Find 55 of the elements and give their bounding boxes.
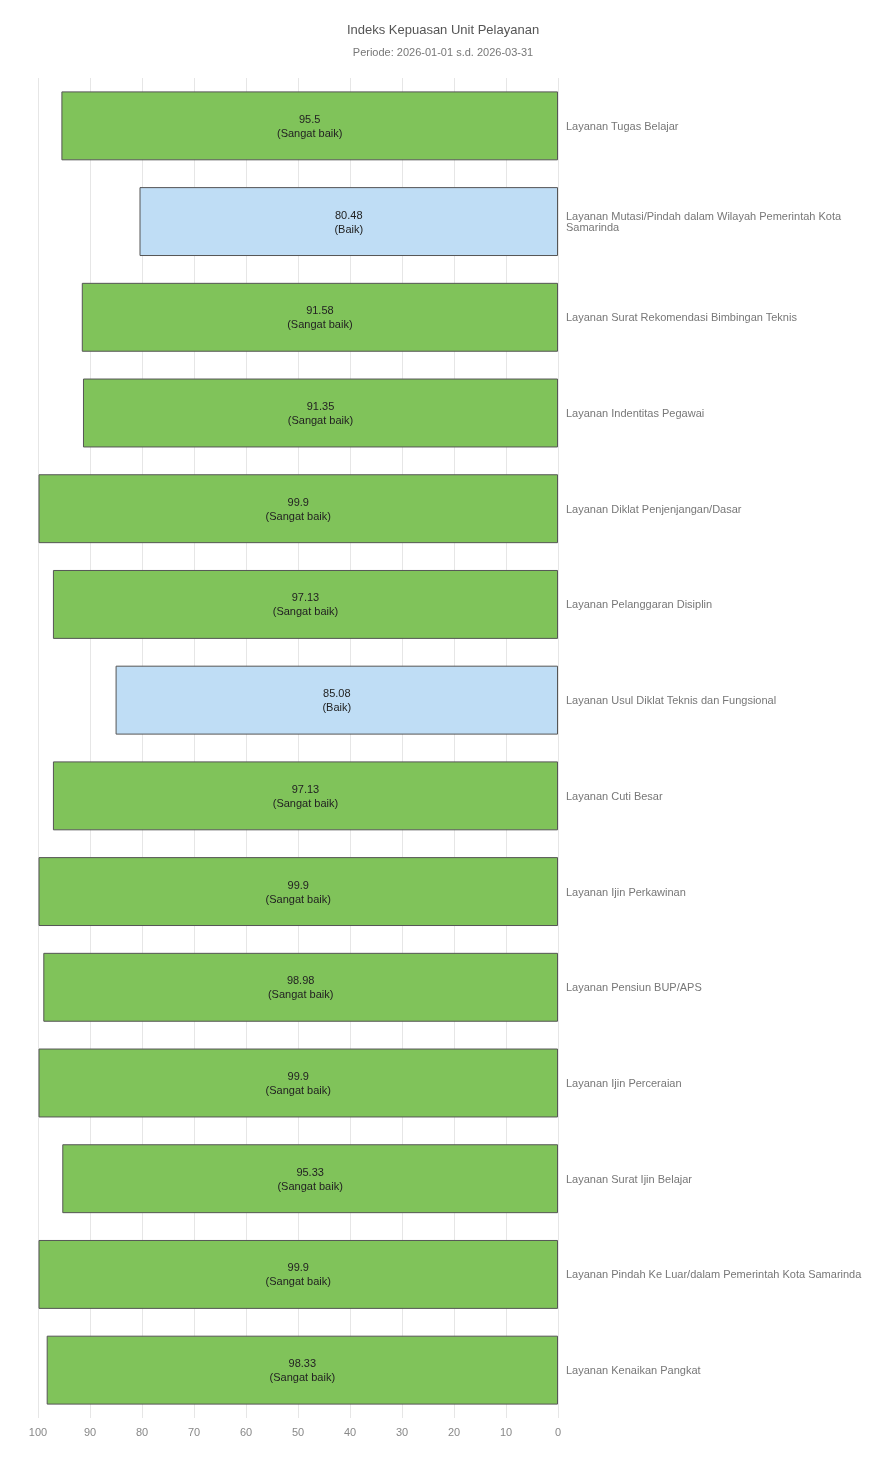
bar <box>52 761 558 831</box>
bar <box>38 1048 558 1118</box>
data-label: 99.9 (Sangat baik) <box>265 1261 331 1288</box>
y-tick-label: Layanan Pensiun BUP/APS <box>566 981 702 994</box>
y-tick-label: Layanan Surat Ijin Belajar <box>566 1172 693 1185</box>
y-tick-label: Layanan Pindah Ke Luar/dalam Pemerintah Kota Samarinda <box>566 1268 863 1281</box>
bar <box>38 1239 558 1309</box>
data-label: 99.9 (Sangat baik) <box>265 1070 331 1096</box>
x-tick-label: 70 <box>187 1425 201 1438</box>
bar <box>139 187 558 257</box>
data-label: 95.5 (Sangat baik) <box>276 112 343 139</box>
bar <box>38 474 558 544</box>
x-tick-label: 50 <box>291 1425 305 1438</box>
x-tick-label: 90 <box>83 1425 97 1438</box>
x-tick-label: 40 <box>343 1425 357 1438</box>
bar <box>62 1144 558 1214</box>
y-tick-label: Layanan Tugas Belajar <box>566 119 679 132</box>
data-label: 97.13 (Sangat baik) <box>272 782 339 809</box>
data-label: 91.58 (Sangat baik) <box>287 304 353 331</box>
x-tick-label: 80 <box>135 1425 149 1438</box>
x-tick-label: 0 <box>554 1425 562 1438</box>
bar <box>81 282 558 352</box>
y-tick-label: Layanan Surat Rekomendasi Bimbingan Teknis <box>566 311 798 324</box>
bar <box>82 378 558 448</box>
data-label: 85.08 (Baik) <box>322 687 352 714</box>
bar <box>52 569 558 639</box>
y-tick-label: Layanan Diklat Penjenjangan/Dasar <box>566 502 742 515</box>
x-tick-label: 60 <box>239 1425 253 1438</box>
y-tick-label: Layanan Ijin Perkawinan <box>566 885 686 898</box>
bar <box>46 1335 558 1405</box>
y-tick-label: Layanan Mutasi/Pindah dalam Wilayah Pemerintah Kota Samarinda <box>566 210 845 234</box>
bar <box>61 91 558 161</box>
data-label: 95.33 (Sangat baik) <box>277 1165 343 1192</box>
y-tick-label: Layanan Kenaikan Pangkat <box>566 1364 701 1377</box>
y-tick-label: Layanan Indentitas Pegawai <box>566 407 705 419</box>
x-tick-label: 20 <box>447 1425 461 1438</box>
x-tick-label: 100 <box>28 1425 48 1438</box>
y-tick-label: Layanan Cuti Besar <box>566 789 663 802</box>
data-label: 99.9 (Sangat baik) <box>265 878 331 905</box>
data-label: 99.9 (Sangat baik) <box>265 495 331 522</box>
y-tick-label: Layanan Pelanggaran Disiplin <box>566 598 713 611</box>
x-tick-label: 30 <box>395 1425 409 1438</box>
data-label: 91.35 (Sangat baik) <box>287 400 354 426</box>
y-tick-label: Layanan Usul Diklat Teknis dan Fungsional <box>566 694 777 707</box>
chart-title: Indeks Kepuasan Unit Pelayanan <box>346 22 540 37</box>
data-label: 98.98 (Sangat baik) <box>267 974 334 1001</box>
chart-subtitle: Periode: 2026-01-01 s.d. 2026-03-31 <box>352 45 534 58</box>
bar <box>43 952 558 1022</box>
data-label: 97.13 (Sangat baik) <box>272 591 339 618</box>
bar <box>38 857 558 927</box>
data-label: 80.48 (Baik) <box>334 208 364 235</box>
y-tick-label: Layanan Ijin Perceraian <box>566 1077 682 1089</box>
data-label: 98.33 (Sangat baik) <box>269 1357 336 1384</box>
bar <box>115 665 558 735</box>
x-tick-label: 10 <box>499 1425 513 1438</box>
